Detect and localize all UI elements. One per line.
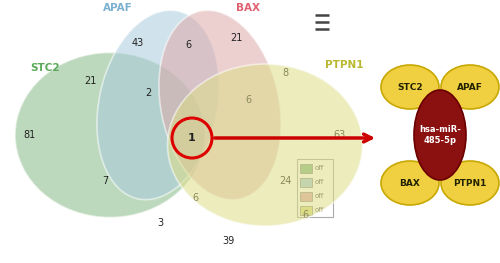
- Text: hsa-miR-
485-5p: hsa-miR- 485-5p: [419, 125, 461, 145]
- Text: STC2: STC2: [397, 83, 423, 92]
- Text: APAF: APAF: [457, 83, 483, 92]
- Ellipse shape: [381, 161, 439, 205]
- Text: 81: 81: [24, 130, 36, 140]
- Text: 24: 24: [279, 176, 291, 186]
- Text: BAX: BAX: [400, 179, 420, 188]
- Ellipse shape: [414, 90, 466, 180]
- Ellipse shape: [441, 161, 499, 205]
- Text: off: off: [315, 179, 324, 185]
- FancyBboxPatch shape: [300, 178, 312, 186]
- Text: 7: 7: [102, 176, 108, 186]
- Text: 1: 1: [188, 133, 196, 143]
- Text: 39: 39: [222, 236, 234, 246]
- FancyBboxPatch shape: [300, 191, 312, 200]
- Text: 2: 2: [145, 88, 151, 98]
- Text: APAF: APAF: [103, 3, 133, 13]
- Text: off: off: [315, 165, 324, 171]
- Text: STC2: STC2: [30, 63, 60, 73]
- Text: 6: 6: [302, 210, 308, 220]
- Text: 8: 8: [282, 68, 288, 78]
- Text: PTPN1: PTPN1: [325, 60, 364, 70]
- Ellipse shape: [381, 65, 439, 109]
- Ellipse shape: [441, 65, 499, 109]
- Text: 43: 43: [132, 38, 144, 48]
- Text: PTPN1: PTPN1: [454, 179, 486, 188]
- Ellipse shape: [168, 64, 362, 226]
- Ellipse shape: [15, 53, 205, 218]
- FancyBboxPatch shape: [300, 205, 312, 215]
- Text: 6: 6: [192, 193, 198, 203]
- Ellipse shape: [97, 10, 219, 200]
- Text: 63: 63: [334, 130, 346, 140]
- Text: BAX: BAX: [236, 3, 260, 13]
- Ellipse shape: [159, 10, 281, 200]
- Text: off: off: [315, 193, 324, 199]
- Text: 21: 21: [230, 33, 242, 43]
- Text: 6: 6: [185, 40, 191, 50]
- FancyBboxPatch shape: [300, 164, 312, 173]
- Text: 6: 6: [245, 95, 251, 105]
- Text: 21: 21: [84, 76, 96, 86]
- Text: 3: 3: [157, 218, 163, 228]
- Text: off: off: [315, 207, 324, 213]
